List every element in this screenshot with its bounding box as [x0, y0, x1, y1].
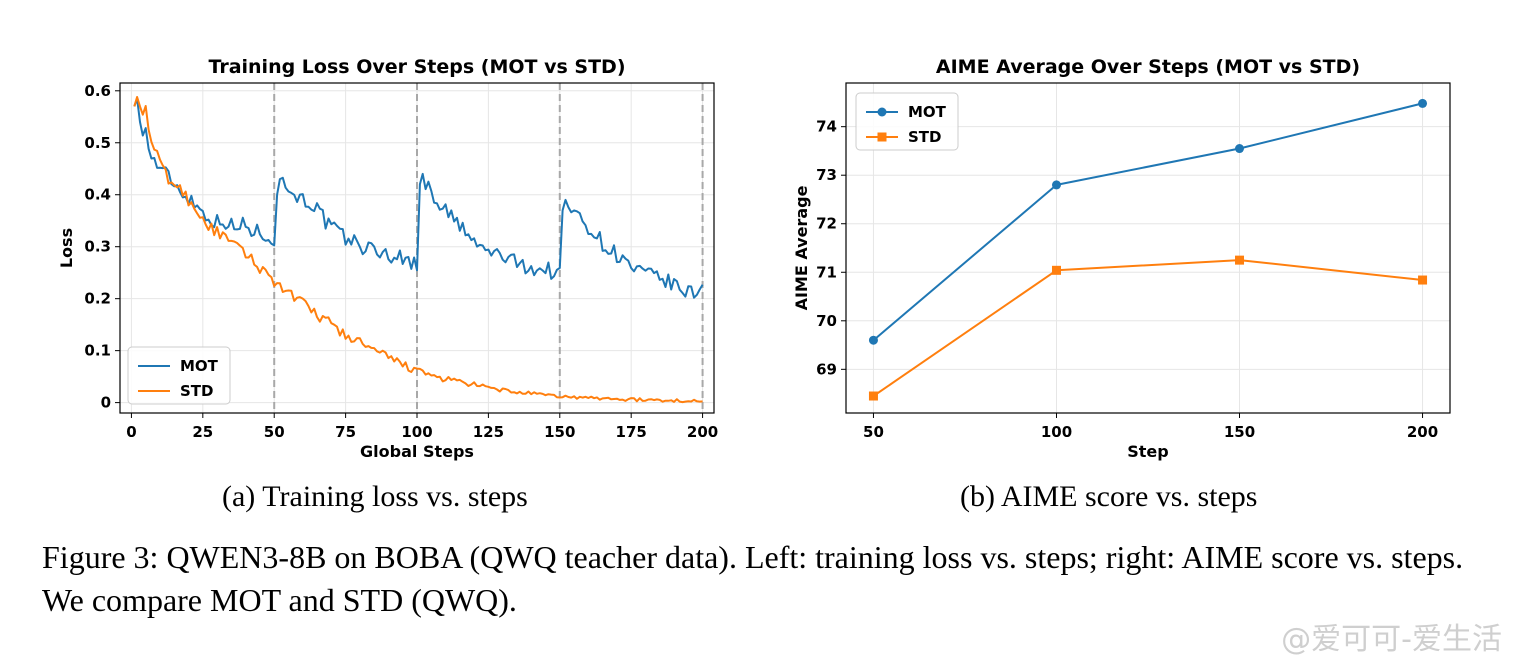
figure-canvas: 0 25 50 75 100 125 150 175 200 0 0.1 0.2 0.3 0.4 0.5 0.… [57, 56, 1451, 461]
legend-label-std: STD [908, 128, 942, 146]
x-tick-label: 150 [1224, 423, 1255, 441]
y-tick-label: 72 [816, 215, 837, 233]
x-tick-label: 100 [401, 423, 432, 441]
legend-label-mot: MOT [180, 357, 219, 375]
y-tick-label: 70 [816, 312, 837, 330]
y-tick-label: 0 [101, 394, 111, 412]
series-line-std [872, 259, 1423, 397]
data-point-mot [1418, 98, 1428, 108]
subcaption-b: (b) AIME score vs. steps [960, 480, 1258, 513]
x-tick-label: 25 [192, 423, 213, 441]
series-line-mot [872, 102, 1423, 341]
y-tick-label: 0.4 [84, 186, 111, 204]
y-tick-label: 71 [816, 263, 837, 281]
legend-box [855, 92, 959, 151]
data-point-std [1418, 275, 1428, 285]
x-tick-label: 175 [616, 423, 647, 441]
x-axis-label: Step [1127, 442, 1168, 461]
y-tick-label: 0.3 [84, 238, 111, 256]
y-tick-label: 69 [816, 360, 837, 378]
x-tick-label: 100 [1041, 423, 1072, 441]
x-tick-label: 200 [1407, 423, 1438, 441]
data-point-mot [1235, 144, 1245, 154]
y-tick-label: 0.5 [84, 134, 111, 152]
x-tick-label: 200 [687, 423, 718, 441]
y-axis-label: Loss [57, 228, 76, 268]
x-tick-label: 50 [264, 423, 285, 441]
x-tick-label: 75 [335, 423, 356, 441]
x-tick-label: 150 [544, 423, 575, 441]
data-point-std [868, 391, 878, 401]
y-tick-label: 0.6 [84, 82, 111, 100]
plot-frame [845, 82, 1451, 414]
x-axis-label: Global Steps [360, 442, 474, 461]
subcaption-a: (a) Training loss vs. steps [222, 480, 528, 513]
legend-marker-mot [877, 107, 887, 117]
x-tick-label: 125 [473, 423, 504, 441]
y-tick-label: 73 [816, 166, 837, 184]
y-axis-label: AIME Average [792, 185, 811, 310]
y-tick-label: 0.1 [84, 342, 111, 360]
chart-training-loss: 0 25 50 75 100 125 150 175 200 0 0.1 0.2 0.3 0.4 0.5 0.… [57, 56, 718, 461]
x-tick-label: 0 [126, 423, 136, 441]
legend-label-std: STD [180, 382, 214, 400]
figure-caption: Figure 3: QWEN3-8B on BOBA (QWQ teacher … [42, 539, 1464, 618]
series-line-mot [133, 97, 704, 299]
watermark: @爱可可-爱生活 [1281, 622, 1502, 657]
data-point-std [1235, 255, 1245, 265]
chart-title: Training Loss Over Steps (MOT vs STD) [208, 56, 625, 78]
legend-box [127, 346, 231, 405]
chart-title: AIME Average Over Steps (MOT vs STD) [936, 56, 1360, 78]
legend-label-mot: MOT [908, 103, 947, 121]
data-point-mot [1051, 180, 1061, 190]
chart-aime-average: 50 100 150 200 69 70 71 72 73 74 AIME Average Over… [792, 56, 1451, 461]
y-tick-label: 74 [816, 118, 837, 136]
legend-marker-std [877, 132, 887, 142]
y-tick-label: 0.2 [84, 290, 111, 308]
series-line-std [133, 96, 703, 404]
data-point-mot [868, 335, 878, 345]
data-point-std [1051, 265, 1061, 275]
x-tick-label: 50 [863, 423, 884, 441]
